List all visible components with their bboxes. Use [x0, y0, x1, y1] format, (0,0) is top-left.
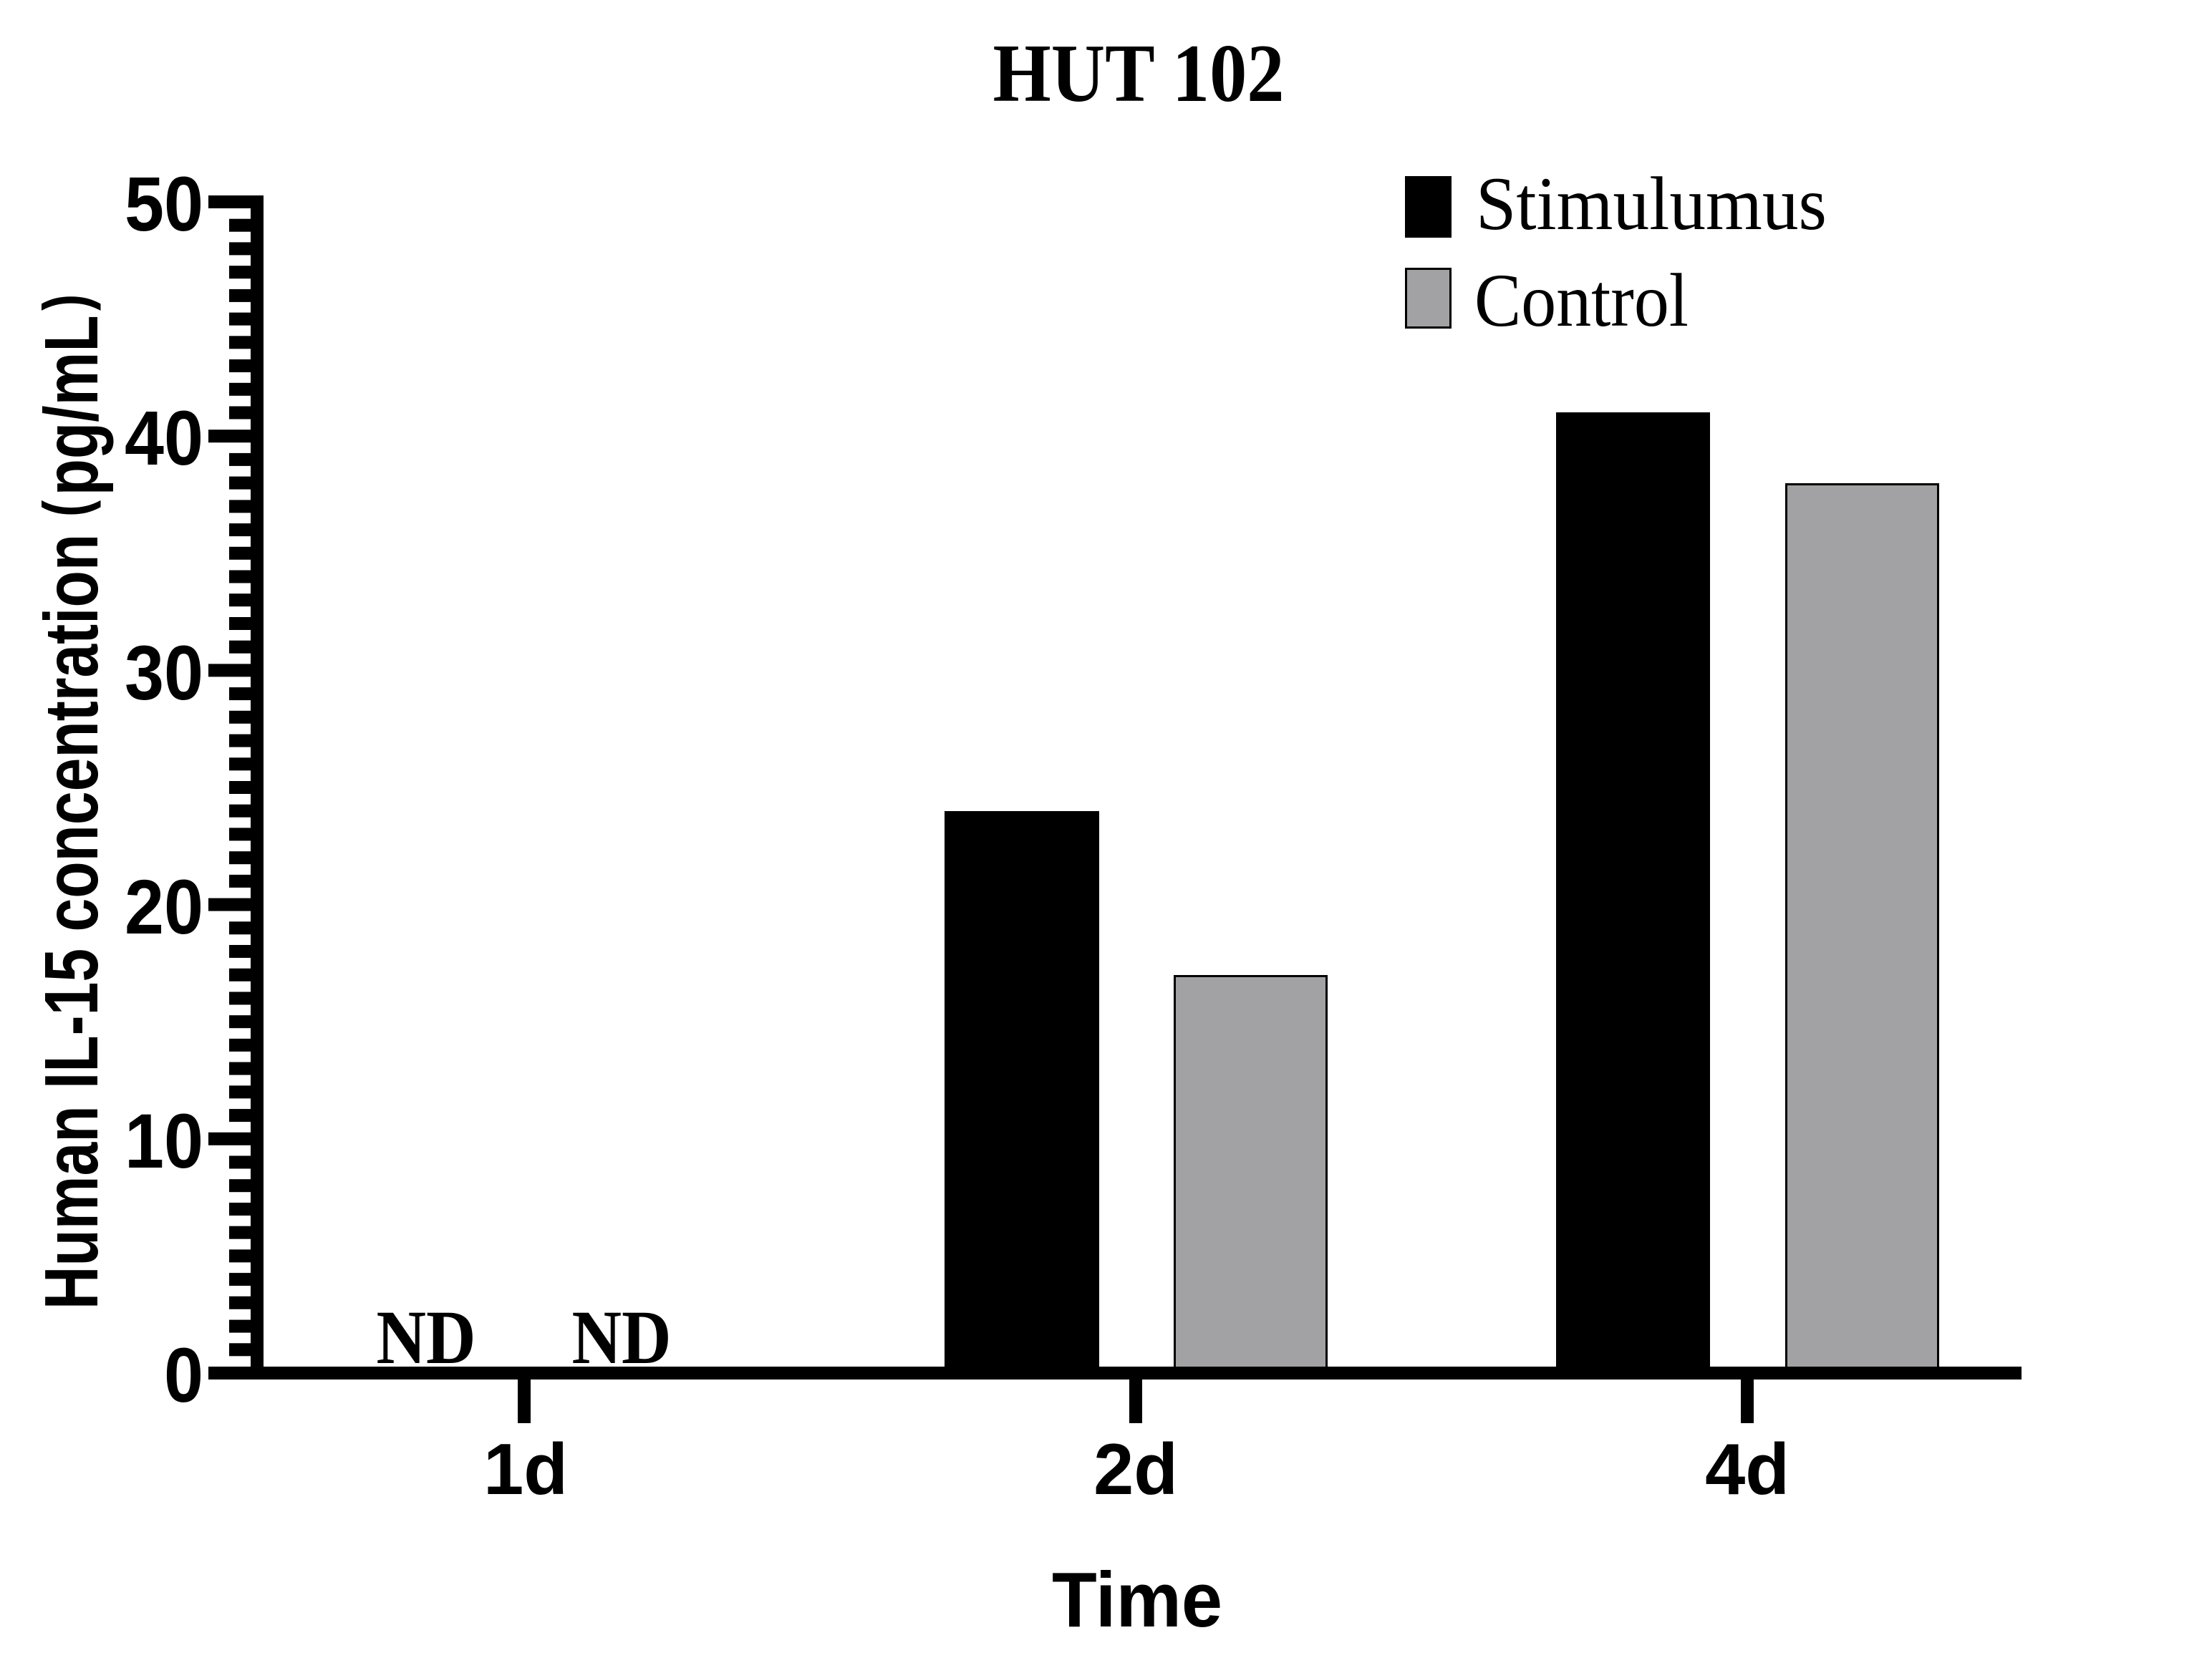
svg-text:10: 10: [125, 1097, 203, 1184]
svg-text:Stimulumus: Stimulumus: [1476, 162, 1827, 246]
svg-text:2d: 2d: [1093, 1430, 1178, 1510]
svg-text:Control: Control: [1474, 258, 1689, 342]
svg-text:Time: Time: [1052, 1556, 1222, 1644]
svg-text:50: 50: [125, 160, 203, 247]
svg-text:Human IL-15 concentration(pg/m: Human IL-15 concentration(pg/mL): [29, 294, 115, 1310]
svg-text:ND: ND: [377, 1296, 476, 1380]
svg-text:20: 20: [125, 863, 203, 950]
svg-text:HUT 102: HUT 102: [993, 28, 1285, 119]
svg-text:ND: ND: [572, 1296, 672, 1380]
svg-text:30: 30: [125, 629, 203, 716]
svg-text:0: 0: [164, 1332, 203, 1418]
svg-text:4d: 4d: [1705, 1430, 1790, 1510]
svg-text:40: 40: [125, 394, 203, 481]
svg-text:1d: 1d: [483, 1430, 568, 1510]
